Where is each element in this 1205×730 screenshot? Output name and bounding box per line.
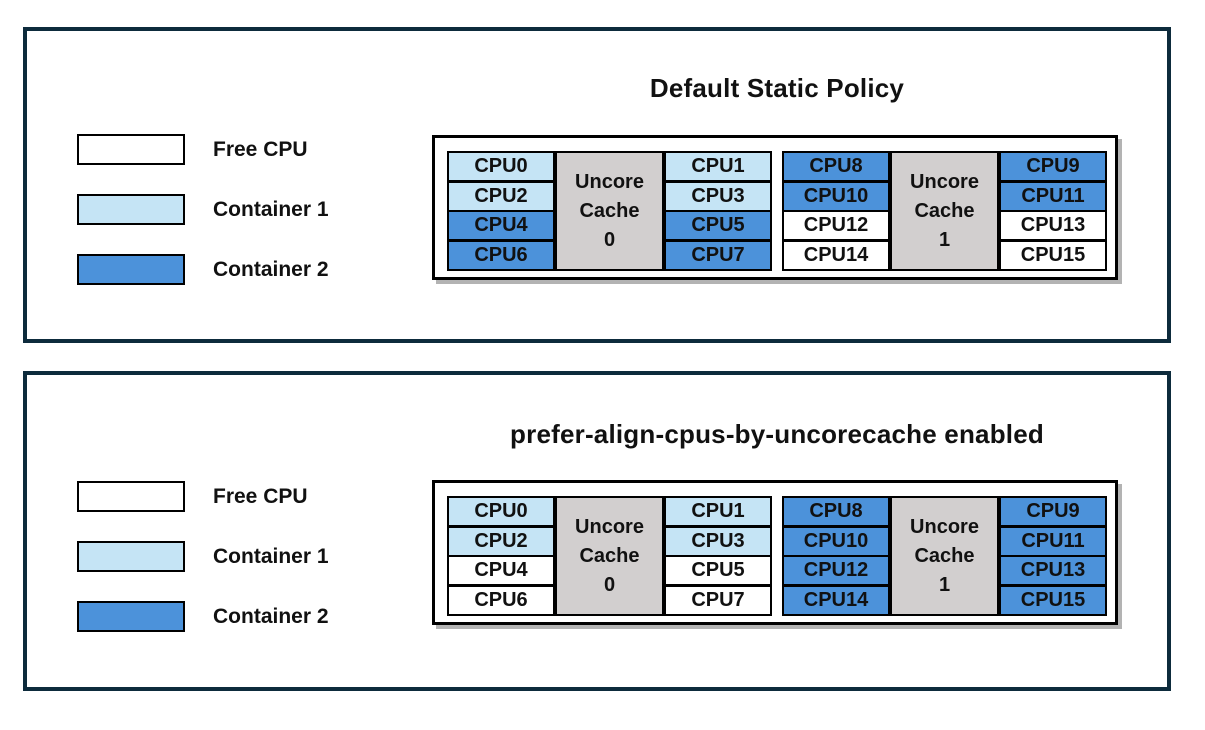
cpu-cell-cpu6: CPU6 (447, 239, 555, 271)
cpu-cell-cpu8: CPU8 (782, 496, 890, 527)
legend-swatch-container-1 (77, 541, 185, 572)
uncore-cache-group-0: CPU0 CPU2 CPU4 CPU6 Uncore Cache 0 CPU1 CPU3… (447, 151, 772, 271)
cache-label-line: Uncore (910, 170, 979, 193)
cpu-cell-cpu5: CPU5 (664, 210, 772, 242)
cpu-cell-cpu13: CPU13 (999, 555, 1107, 587)
legend-item-free-cpu: Free CPU (77, 134, 329, 165)
cpu-cell-cpu1: CPU1 (664, 496, 772, 527)
cpu-cell-cpu3: CPU3 (664, 180, 772, 212)
legend-label: Container 1 (213, 544, 329, 568)
uncore-cache-group-1: CPU8 CPU10 CPU12 CPU14 Uncore Cache 1 CPU9 C… (782, 151, 1107, 271)
legend-swatch-container-2 (77, 254, 185, 285)
cpu-cell-cpu1: CPU1 (664, 151, 772, 182)
cache-label-line: 0 (603, 228, 616, 251)
cpu-cell-cpu12: CPU12 (782, 210, 890, 242)
uncore-cache-group-1: CPU8 CPU10 CPU12 CPU14 Uncore Cache 1 CPU9 C… (782, 496, 1107, 616)
cpu-column: CPU1 CPU3 CPU5 CPU7 (664, 496, 772, 616)
legend-label: Free CPU (213, 137, 308, 161)
cache-label-line: Uncore (910, 515, 979, 538)
legend-item-container-1: Container 1 (77, 541, 329, 572)
cpu-cell-cpu4: CPU4 (447, 555, 555, 587)
cpu-topology-diagram: CPU0 CPU2 CPU4 CPU6 Uncore Cache 0 CPU1 CPU3… (432, 135, 1118, 280)
legend-label: Free CPU (213, 484, 308, 508)
cpu-column: CPU9 CPU11 CPU13 CPU15 (999, 151, 1107, 271)
legend: Free CPU Container 1 Container 2 (77, 481, 329, 661)
cpu-cell-cpu13: CPU13 (999, 210, 1107, 242)
cpu-cell-cpu14: CPU14 (782, 239, 890, 271)
cpu-cell-cpu8: CPU8 (782, 151, 890, 182)
panel-title: Default Static Policy (649, 73, 905, 103)
legend: Free CPU Container 1 Container 2 (77, 134, 329, 314)
cpu-column: CPU8 CPU10 CPU12 CPU14 (782, 151, 890, 271)
uncore-cache-0-block: Uncore Cache 0 (555, 151, 664, 271)
cpu-column: CPU0 CPU2 CPU4 CPU6 (447, 496, 555, 616)
cpu-column: CPU8 CPU10 CPU12 CPU14 (782, 496, 890, 616)
legend-item-container-1: Container 1 (77, 194, 329, 225)
cpu-cell-cpu0: CPU0 (447, 151, 555, 182)
legend-label: Container 2 (213, 257, 329, 281)
panel-title: prefer-align-cpus-by-uncorecache enabled (510, 419, 1044, 449)
cpu-cell-cpu7: CPU7 (664, 584, 772, 616)
legend-swatch-free-cpu (77, 134, 185, 165)
legend-label: Container 2 (213, 604, 329, 628)
cache-label-line: Cache (579, 199, 640, 222)
cpu-cell-cpu2: CPU2 (447, 180, 555, 212)
uncore-cache-0-block: Uncore Cache 0 (555, 496, 664, 616)
cpu-cell-cpu12: CPU12 (782, 555, 890, 587)
panel-default-static-policy: Default Static Policy Free CPU Container… (23, 27, 1171, 343)
cpu-cell-cpu10: CPU10 (782, 180, 890, 212)
cache-label-line: 1 (938, 228, 951, 251)
cache-label-line: Uncore (575, 515, 644, 538)
legend-swatch-free-cpu (77, 481, 185, 512)
uncore-cache-1-block: Uncore Cache 1 (890, 151, 999, 271)
cpu-cell-cpu10: CPU10 (782, 525, 890, 557)
cache-label-line: Uncore (575, 170, 644, 193)
cpu-cell-cpu6: CPU6 (447, 584, 555, 616)
cpu-cell-cpu9: CPU9 (999, 151, 1107, 182)
cache-label-line: 1 (938, 573, 951, 596)
cpu-cell-cpu14: CPU14 (782, 584, 890, 616)
cache-label-line: Cache (579, 544, 640, 567)
cpu-cell-cpu11: CPU11 (999, 525, 1107, 557)
panel-prefer-align-uncorecache: prefer-align-cpus-by-uncorecache enabled… (23, 371, 1171, 691)
legend-swatch-container-2 (77, 601, 185, 632)
cpu-cell-cpu9: CPU9 (999, 496, 1107, 527)
uncore-cache-1-block: Uncore Cache 1 (890, 496, 999, 616)
cpu-cell-cpu2: CPU2 (447, 525, 555, 557)
cpu-cell-cpu5: CPU5 (664, 555, 772, 587)
cpu-cell-cpu15: CPU15 (999, 584, 1107, 616)
cpu-cell-cpu0: CPU0 (447, 496, 555, 527)
cache-label-line: Cache (914, 544, 975, 567)
cpu-cell-cpu11: CPU11 (999, 180, 1107, 212)
cpu-cell-cpu7: CPU7 (664, 239, 772, 271)
legend-swatch-container-1 (77, 194, 185, 225)
legend-item-container-2: Container 2 (77, 601, 329, 632)
cpu-cell-cpu15: CPU15 (999, 239, 1107, 271)
cpu-column: CPU1 CPU3 CPU5 CPU7 (664, 151, 772, 271)
cpu-cell-cpu3: CPU3 (664, 525, 772, 557)
cache-label-line: Cache (914, 199, 975, 222)
cpu-column: CPU9 CPU11 CPU13 CPU15 (999, 496, 1107, 616)
legend-label: Container 1 (213, 197, 329, 221)
cpu-topology-diagram: CPU0 CPU2 CPU4 CPU6 Uncore Cache 0 CPU1 CPU3… (432, 480, 1118, 625)
cpu-cell-cpu4: CPU4 (447, 210, 555, 242)
legend-item-container-2: Container 2 (77, 254, 329, 285)
legend-item-free-cpu: Free CPU (77, 481, 329, 512)
cpu-column: CPU0 CPU2 CPU4 CPU6 (447, 151, 555, 271)
uncore-cache-group-0: CPU0 CPU2 CPU4 CPU6 Uncore Cache 0 CPU1 CPU3… (447, 496, 772, 616)
cache-label-line: 0 (603, 573, 616, 596)
